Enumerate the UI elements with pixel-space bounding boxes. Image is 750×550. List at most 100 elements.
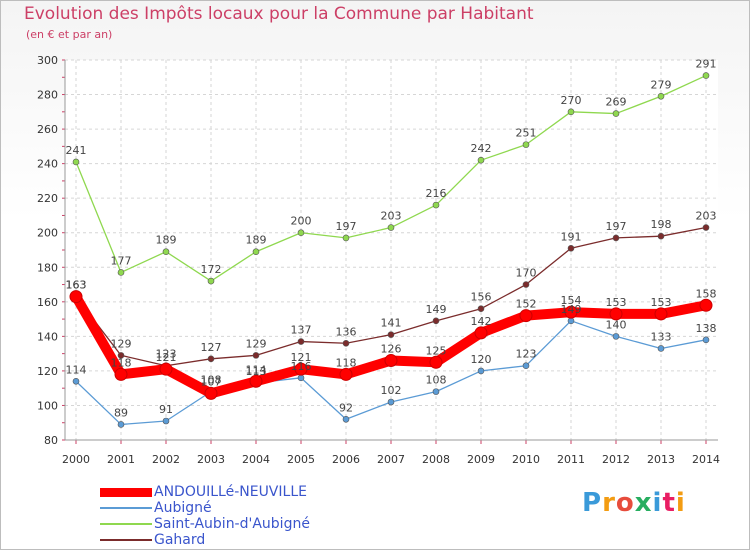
data-point [72, 158, 80, 166]
data-label: 216 [426, 187, 447, 200]
y-tick-label: 220 [37, 192, 58, 205]
y-tick-label: 280 [37, 89, 58, 102]
data-label: 269 [606, 96, 627, 109]
data-point [117, 421, 125, 428]
x-tick-label: 2000 [62, 453, 90, 466]
data-label: 189 [156, 234, 177, 247]
data-label: 107 [201, 375, 222, 388]
data-label: 251 [516, 127, 537, 140]
y-tick-label: 300 [37, 54, 58, 67]
data-point [702, 224, 710, 231]
data-label: 123 [156, 348, 177, 361]
data-point [294, 362, 308, 376]
data-point [567, 244, 575, 252]
data-point [522, 362, 530, 370]
data-point [342, 234, 350, 242]
data-point [159, 362, 173, 376]
data-point [297, 229, 305, 237]
x-tick-label: 2002 [152, 453, 180, 466]
data-point [249, 374, 263, 388]
data-label: 108 [201, 374, 222, 387]
data-point [654, 307, 668, 321]
data-label: 158 [696, 287, 717, 300]
x-tick-label: 2006 [332, 453, 360, 466]
data-label: 149 [426, 303, 447, 316]
x-tick-label: 2013 [647, 453, 675, 466]
data-label: 118 [336, 356, 357, 369]
data-label: 197 [336, 220, 357, 233]
data-label: 129 [246, 337, 267, 350]
data-point [432, 201, 440, 209]
line-chart: 80 100 120 140 160 180 200 220 240 260 280 300 2000 2… [37, 54, 720, 466]
data-point [297, 374, 305, 382]
data-label: 116 [291, 360, 312, 373]
data-label: 127 [201, 341, 222, 354]
data-label: 203 [381, 210, 402, 223]
data-label: 126 [381, 343, 402, 356]
data-label: 113 [246, 365, 267, 378]
data-point [162, 417, 170, 425]
x-tick-label: 2010 [512, 453, 540, 466]
data-label: 92 [339, 401, 353, 414]
legend-label: ANDOUILLé-NEUVILLE [154, 484, 307, 500]
data-point [477, 305, 485, 313]
data-point [702, 72, 710, 79]
x-tick-label: 2004 [242, 453, 270, 466]
data-point [432, 388, 440, 395]
data-label: 108 [426, 374, 447, 387]
data-point [117, 352, 125, 359]
legend-label: Gahard [154, 532, 206, 548]
data-label: 156 [471, 291, 492, 304]
data-label: 136 [336, 325, 357, 338]
data-point [612, 333, 620, 340]
data-point [657, 345, 665, 352]
y-tick-label: 100 [37, 399, 58, 412]
data-label: 121 [156, 351, 177, 364]
legend-swatch [100, 539, 152, 541]
y-tick-label: 140 [37, 330, 58, 343]
data-label: 114 [66, 363, 87, 376]
legend-swatch [100, 523, 152, 525]
data-label: 89 [114, 406, 128, 419]
data-point [477, 367, 485, 375]
data-label: 153 [651, 296, 672, 309]
data-label: 129 [111, 337, 132, 350]
data-point [519, 309, 533, 323]
data-point [252, 248, 260, 256]
data-point [429, 355, 443, 369]
x-tick-label: 2005 [287, 453, 315, 466]
data-label: 172 [201, 263, 222, 276]
y-tick-label: 80 [44, 434, 58, 447]
data-point [387, 331, 395, 338]
data-point [117, 269, 125, 276]
x-tick-label: 2009 [467, 453, 495, 466]
y-tick-label: 160 [37, 296, 58, 309]
data-point [477, 156, 485, 164]
data-label: 177 [111, 254, 132, 267]
data-point [204, 386, 218, 400]
data-label: 137 [291, 324, 312, 337]
data-label: 114 [246, 363, 267, 376]
data-point [567, 108, 575, 116]
x-tick-label: 2014 [692, 453, 720, 466]
data-label: 203 [696, 210, 717, 223]
data-label: 191 [561, 230, 582, 243]
data-label: 102 [381, 384, 402, 397]
data-label: 154 [561, 294, 582, 307]
data-label: 138 [696, 322, 717, 335]
data-point [297, 338, 305, 345]
data-label: 121 [291, 351, 312, 364]
y-tick-label: 260 [37, 123, 58, 136]
legend-swatch [100, 487, 152, 497]
data-label: 279 [651, 78, 672, 91]
data-point [564, 305, 578, 319]
data-label: 152 [516, 298, 537, 311]
data-point [432, 317, 440, 325]
chart-title: Evolution des Impôts locaux pour la Comm… [24, 4, 534, 24]
data-label: 242 [471, 142, 492, 155]
data-label: 149 [561, 303, 582, 316]
data-label: 163 [66, 279, 87, 292]
y-tick-label: 240 [37, 158, 58, 171]
data-point [567, 317, 575, 325]
data-point [387, 398, 395, 406]
